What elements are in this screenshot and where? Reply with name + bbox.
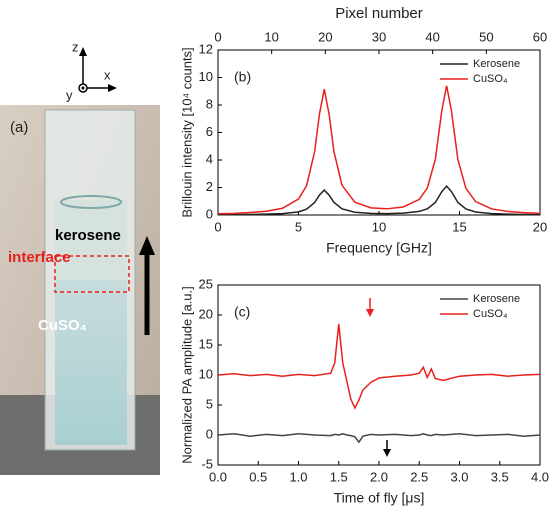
x-tick-label: 20	[533, 219, 547, 234]
x2-tick-label: 40	[425, 29, 439, 44]
y-tick-label: 0	[206, 426, 213, 441]
legend-label: Kerosene	[473, 293, 520, 305]
axis-x-head	[108, 84, 117, 92]
y-tick-label: 10	[199, 366, 213, 381]
axis-label: y	[66, 87, 73, 102]
series-line	[217, 323, 541, 410]
x-tick-label: 1.5	[330, 469, 348, 484]
x-tick-label: 3.0	[450, 469, 468, 484]
x-tick-label: 0.5	[249, 469, 267, 484]
x-tick-label: 5	[295, 219, 302, 234]
photo: z x y (a) kerosene interface CuSO₄	[0, 39, 160, 475]
cuso4-layer	[55, 280, 127, 445]
panel-label: (c)	[234, 304, 250, 320]
y-tick-label: 8	[206, 96, 213, 111]
y-tick-label: 15	[199, 336, 213, 351]
meniscus	[60, 195, 122, 209]
x-axis-label: Time of fly [μs]	[334, 490, 425, 506]
x-tick-label: 10	[372, 219, 386, 234]
axis-z-head	[79, 47, 87, 56]
axis-y-dot	[81, 86, 85, 90]
x-axis-label: Frequency [GHz]	[326, 240, 432, 256]
legend-label: Kerosene	[473, 58, 520, 70]
annotation-arrow-head	[366, 309, 374, 317]
axis-label: z	[72, 39, 79, 54]
y-axis-label: Brillouin intensity [10⁴ counts]	[179, 47, 194, 217]
series-line	[217, 184, 541, 216]
x2-tick-label: 60	[533, 29, 547, 44]
x2-tick-label: 10	[264, 29, 278, 44]
y-tick-label: 20	[199, 306, 213, 321]
x-tick-label: 2.5	[410, 469, 428, 484]
x2-tick-label: 50	[479, 29, 493, 44]
legend-label: CuSO₄	[473, 73, 508, 85]
legend-label: CuSO₄	[473, 308, 508, 320]
label-kerosene: kerosene	[55, 227, 121, 244]
x-tick-label: 1.0	[289, 469, 307, 484]
x-tick-label: 0	[214, 219, 221, 234]
panel-label: (b)	[234, 69, 251, 85]
y-tick-label: 10	[199, 69, 213, 84]
x2-tick-label: 30	[372, 29, 386, 44]
series-line	[217, 85, 541, 215]
x2-tick-label: 0	[214, 29, 221, 44]
arrow-head	[139, 236, 155, 255]
x-tick-label: 2.0	[370, 469, 388, 484]
y-tick-label: 12	[199, 41, 213, 56]
x-tick-label: 15	[452, 219, 466, 234]
y-tick-label: 5	[206, 396, 213, 411]
interface-box	[54, 255, 130, 293]
x2-axis-label: Pixel number	[335, 5, 423, 22]
x-tick-label: 3.5	[491, 469, 509, 484]
y-tick-label: 0	[206, 206, 213, 221]
label-cuso4: CuSO₄	[38, 317, 87, 334]
label-interface: interface	[8, 249, 71, 266]
y-tick-label: 4	[206, 151, 213, 166]
axis-label: x	[104, 67, 111, 82]
y-tick-label: -5	[201, 456, 213, 471]
x2-tick-label: 20	[318, 29, 332, 44]
y-tick-label: 2	[206, 179, 213, 194]
series-line	[217, 433, 541, 444]
y-axis-label: Normalized PA amplitude [a.u.]	[179, 286, 194, 464]
y-tick-label: 6	[206, 124, 213, 139]
annotation-arrow-head	[383, 449, 391, 457]
x-tick-label: 4.0	[531, 469, 549, 484]
x-tick-label: 0.0	[209, 469, 227, 484]
y-tick-label: 25	[199, 276, 213, 291]
panel-label: (a)	[10, 119, 28, 136]
